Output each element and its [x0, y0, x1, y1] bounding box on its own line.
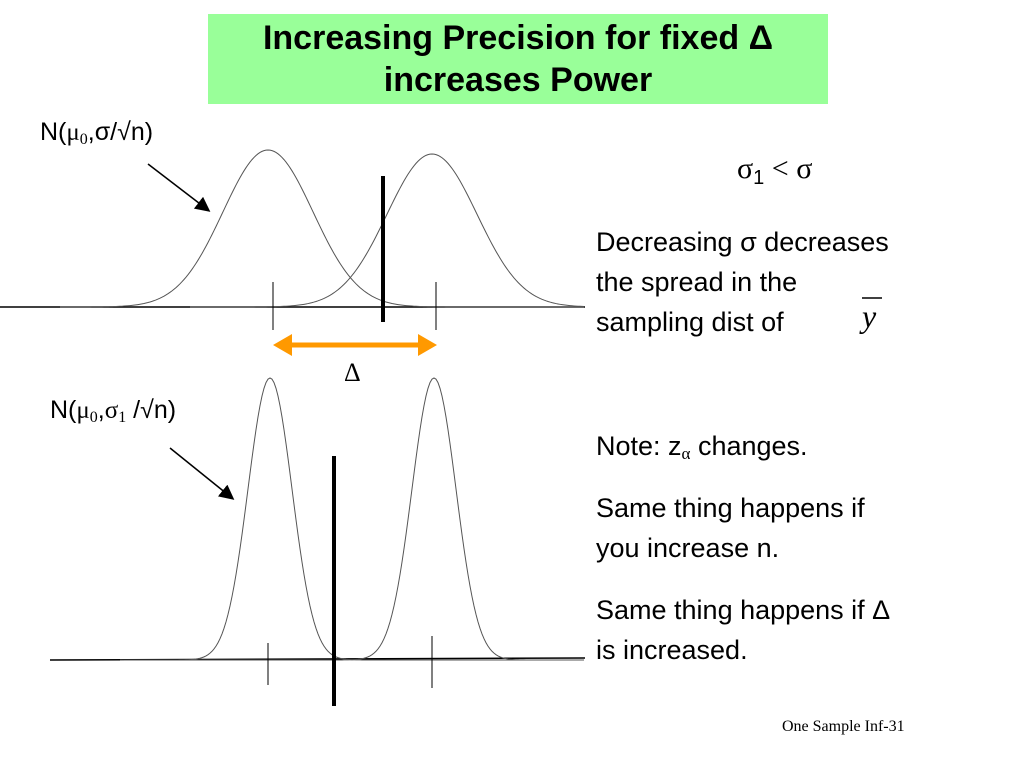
delta-label: Δ: [344, 358, 361, 387]
slide-title: Increasing Precision for fixed Δ increas…: [208, 14, 828, 104]
top-distribution-label: N(μ0,σ/√n): [40, 118, 153, 149]
bottom-label-sep: ,: [97, 396, 105, 424]
note-rest: changes.: [690, 431, 808, 461]
p1-line3: sampling dist of: [596, 307, 784, 337]
p4-line2: is increased.: [596, 635, 748, 665]
sigma-relation: σ1 < σ: [737, 152, 812, 190]
bottom-label-mu-sub: 0: [89, 409, 98, 426]
p3-line1: Same thing happens if: [596, 493, 865, 523]
note-prefix: Note: z: [596, 431, 682, 461]
top-label-prefix: N(: [40, 118, 67, 146]
p3-line2: you increase n.: [596, 533, 780, 563]
paragraph-increase-n: Same thing happens if you increase n.: [596, 488, 865, 568]
bottom-label-rest: /√n): [126, 396, 177, 424]
paragraph-note: Note: zα changes.: [596, 426, 808, 474]
p1-line2: the spread in the: [596, 267, 798, 297]
p4-line1: Same thing happens if Δ: [596, 595, 891, 625]
delta-arrow-right-head: [418, 334, 437, 356]
top-label-pointer: [147, 163, 211, 212]
ybar-symbol: y: [862, 298, 877, 334]
delta-arrow-left-head: [273, 334, 292, 356]
sigma-relation-sigma: σ: [737, 152, 754, 185]
paragraph-delta-increased: Same thing happens if Δ is increased.: [596, 590, 890, 670]
sigma-relation-sub: 1: [753, 167, 765, 189]
paragraph-decreasing-sigma: Decreasing σ decreases the spread in the…: [596, 222, 889, 342]
top-label-mu-sub: 0: [79, 131, 88, 148]
top-null-curve: [60, 149, 584, 308]
title-line-2: increases Power: [383, 61, 653, 99]
top-alt-curve: [190, 153, 585, 308]
title-line-1: Increasing Precision for fixed Δ: [262, 19, 774, 57]
bottom-alt-curve: [150, 377, 584, 661]
sigma-relation-rest: < σ: [764, 152, 813, 185]
top-label-rest: ,σ/√n): [87, 118, 154, 146]
bottom-null-curve: [120, 377, 584, 661]
bottom-label-prefix: N(: [50, 396, 77, 424]
bottom-label-mu: μ: [76, 397, 90, 424]
top-label-mu: μ: [66, 119, 80, 146]
p1-line1: Decreasing σ decreases: [596, 227, 889, 257]
bottom-label-sigma: σ: [104, 397, 119, 424]
slide-footer: One Sample Inf-31: [782, 718, 905, 735]
bottom-distribution-label: N(μ0,σ1 /√n): [50, 396, 176, 427]
bottom-label-sigma-sub: 1: [118, 409, 127, 426]
note-alpha-sub: α: [681, 444, 691, 463]
bottom-label-pointer: [169, 447, 235, 500]
